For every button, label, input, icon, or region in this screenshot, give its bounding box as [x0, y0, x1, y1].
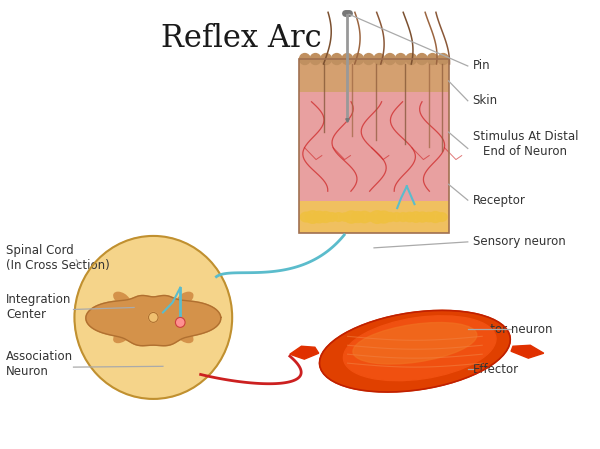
Text: Stimulus At Distal
End of Neuron: Stimulus At Distal End of Neuron: [473, 129, 578, 158]
Circle shape: [416, 53, 427, 65]
Ellipse shape: [416, 212, 428, 222]
Bar: [299, 92, 449, 201]
Ellipse shape: [423, 212, 434, 222]
Circle shape: [374, 53, 385, 65]
Ellipse shape: [344, 211, 359, 223]
Circle shape: [406, 53, 416, 65]
Text: Motor neuron: Motor neuron: [473, 323, 552, 336]
Ellipse shape: [391, 213, 402, 221]
Ellipse shape: [177, 292, 193, 305]
Ellipse shape: [327, 213, 337, 221]
Ellipse shape: [398, 213, 409, 221]
Bar: [299, 201, 449, 233]
Circle shape: [342, 53, 353, 65]
Text: Spinal Cord
(In Cross Section): Spinal Cord (In Cross Section): [6, 244, 110, 272]
Ellipse shape: [429, 211, 442, 223]
Ellipse shape: [320, 310, 510, 392]
Bar: [299, 59, 449, 233]
Polygon shape: [511, 345, 544, 358]
Circle shape: [353, 53, 364, 65]
Ellipse shape: [358, 211, 371, 223]
Circle shape: [385, 53, 395, 65]
Ellipse shape: [410, 212, 422, 222]
Circle shape: [321, 53, 331, 65]
Ellipse shape: [301, 212, 312, 222]
Circle shape: [74, 236, 232, 399]
Ellipse shape: [177, 330, 193, 343]
Circle shape: [149, 313, 158, 322]
Ellipse shape: [312, 211, 326, 223]
Text: Reflex Arc: Reflex Arc: [161, 23, 322, 54]
Circle shape: [427, 53, 438, 65]
Text: Association
Neuron: Association Neuron: [6, 350, 73, 378]
Text: Integration
Center: Integration Center: [6, 294, 71, 321]
Text: Pin: Pin: [473, 59, 490, 72]
Circle shape: [310, 53, 321, 65]
Ellipse shape: [352, 211, 364, 222]
Ellipse shape: [343, 316, 496, 381]
Text: Skin: Skin: [473, 94, 498, 107]
Ellipse shape: [319, 211, 332, 222]
Bar: [299, 59, 449, 92]
Circle shape: [364, 53, 374, 65]
Circle shape: [299, 53, 310, 65]
Ellipse shape: [370, 211, 385, 223]
Circle shape: [438, 53, 449, 65]
Circle shape: [331, 53, 342, 65]
Ellipse shape: [340, 213, 350, 221]
Ellipse shape: [114, 330, 130, 343]
Text: Sensory neuron: Sensory neuron: [473, 235, 565, 248]
Ellipse shape: [385, 212, 395, 221]
Ellipse shape: [305, 211, 320, 223]
Ellipse shape: [333, 213, 344, 221]
Ellipse shape: [353, 322, 477, 364]
Circle shape: [175, 317, 185, 327]
Ellipse shape: [437, 213, 447, 221]
Polygon shape: [290, 346, 319, 359]
Ellipse shape: [404, 212, 415, 222]
Ellipse shape: [366, 213, 376, 221]
Ellipse shape: [114, 292, 130, 305]
Text: Effector: Effector: [473, 363, 519, 376]
Polygon shape: [86, 295, 221, 346]
Circle shape: [395, 53, 406, 65]
Text: Receptor: Receptor: [473, 194, 526, 207]
Ellipse shape: [376, 211, 391, 223]
